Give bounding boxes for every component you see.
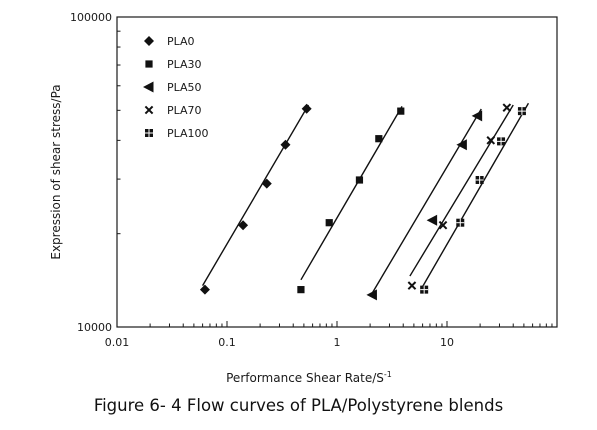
data-point-pla70 [438,220,448,230]
data-point-pla50 [426,214,438,226]
data-point-pla100 [420,285,429,294]
data-point-pla50 [456,139,467,151]
fit-line-pla70 [409,104,514,277]
x-axis-title-superscript: -1 [384,370,392,379]
legend-marker-pla100 [145,129,153,137]
fit-line-pla50 [371,108,482,294]
data-point-pla70 [486,136,496,145]
data-point-pla0 [280,139,291,150]
data-point-pla0 [301,103,312,114]
data-point-pla100 [456,218,465,227]
x-axis-title: Performance Shear Rate/S-1 [226,370,392,385]
data-point-pla100 [497,137,506,146]
axis-ticks: 0.01 0.1 1 10 10000 100000 [70,11,553,349]
legend-label-pla50: PLA50 [167,81,202,94]
legend-marker-pla70 [144,105,154,115]
legend-label-pla70: PLA70 [167,104,202,117]
data-point-pla50 [471,110,483,122]
data-point-pla30 [297,286,305,294]
legend-label-pla100: PLA100 [167,127,209,140]
data-point-pla0 [199,284,210,295]
data-point-pla30 [397,107,405,115]
y-tick-label: 100000 [70,11,112,24]
fit-line-pla30 [300,105,403,281]
data-point-pla70 [502,103,512,112]
data-point-pla50 [366,289,377,301]
legend-marker-pla50 [143,81,154,93]
data-point-pla0 [261,178,272,189]
data-points [199,103,526,301]
x-tick-label: 0.01 [105,336,130,349]
fit-line-pla0 [201,104,310,286]
legend-label-pla30: PLA30 [167,58,202,71]
x-tick-label: 10 [440,336,454,349]
figure-caption: Figure 6- 4 Flow curves of PLA/Polystyre… [93,396,504,415]
data-point-pla100 [517,107,526,116]
legend-label-pla0: PLA0 [167,35,195,48]
x-tick-label: 0.1 [218,336,236,349]
data-point-pla70 [407,281,417,290]
fit-line-pla100 [421,102,530,287]
data-point-pla0 [238,220,249,231]
x-tick-label: 1 [334,336,341,349]
data-point-pla30 [375,135,383,143]
legend-marker-pla30 [145,60,153,68]
legend: PLA0 PLA30 PLA50 PLA70 PLA100 [143,35,209,140]
data-point-pla30 [355,176,364,184]
y-tick-label: 10000 [77,321,112,334]
y-axis-title: Expression of shear stress/Pa [49,84,63,259]
data-point-pla30 [325,219,333,227]
fit-lines [201,102,530,294]
legend-marker-pla0 [144,36,154,46]
data-point-pla100 [475,175,484,184]
x-axis-title-main: Performance Shear Rate/S [226,371,384,385]
